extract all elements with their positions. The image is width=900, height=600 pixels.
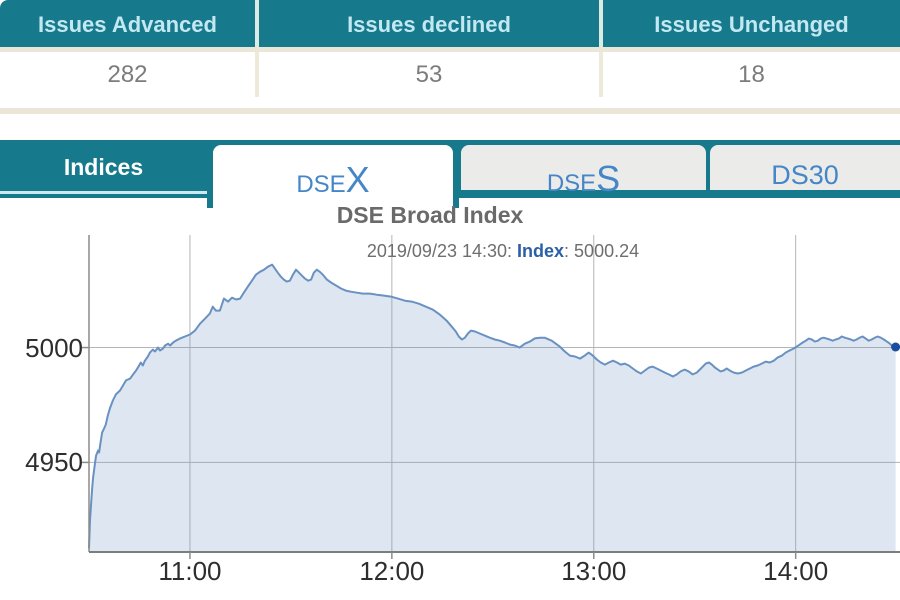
x-axis-label: 13:00 bbox=[561, 556, 627, 586]
tab-dsex-label-big: X bbox=[345, 159, 370, 200]
tab-ds30-label: DS30 bbox=[771, 160, 839, 190]
last-point-dot bbox=[891, 342, 900, 352]
subtitle-separator: : bbox=[564, 241, 575, 261]
index-line bbox=[88, 263, 896, 549]
issues-declined-value: 53 bbox=[259, 52, 603, 97]
issues-declined-header: Issues declined bbox=[259, 0, 603, 47]
issues-advanced-value: 282 bbox=[0, 52, 259, 97]
tab-dses-label-big: S bbox=[596, 158, 621, 199]
y-axis-label: 4950 bbox=[25, 447, 83, 478]
tab-dses-label-small: DSE bbox=[546, 170, 597, 197]
issues-unchanged-value: 18 bbox=[738, 61, 765, 88]
x-axis-label: 14:00 bbox=[763, 556, 829, 586]
dsex-index-chart: DSE Broad Index 2019/09/23 14:30: Index:… bbox=[0, 198, 900, 600]
issues-unchanged-header: Issues Unchanged bbox=[654, 12, 849, 37]
subtitle-index-value: 5000.24 bbox=[574, 241, 640, 261]
issues-advanced-header: Issues Advanced bbox=[0, 0, 259, 47]
subtitle-datetime: 2019/09/23 14:30: bbox=[366, 241, 518, 261]
issues-table-value-row: 282 53 18 bbox=[0, 47, 900, 114]
chart-subtitle: 2019/09/23 14:30: Index: 5000.24 bbox=[367, 241, 639, 262]
tab-ds30[interactable]: DS30 bbox=[710, 145, 900, 198]
tab-dsex-left-border bbox=[207, 145, 213, 208]
indices-panel-label: Indices bbox=[63, 154, 144, 180]
x-axis-label: 11:00 bbox=[158, 556, 222, 586]
index-area-plot bbox=[82, 235, 900, 559]
y-axis-label: 5000 bbox=[25, 332, 83, 363]
tab-dsex-label-small: DSE bbox=[296, 171, 346, 198]
x-axis-label: 12:00 bbox=[359, 556, 425, 586]
subtitle-index-label: Index bbox=[517, 241, 565, 261]
tab-dsex[interactable]: DSE X bbox=[213, 145, 453, 200]
tab-dses[interactable]: DSE S bbox=[461, 145, 706, 199]
tab-dsex-right-border bbox=[453, 145, 459, 208]
area-fill bbox=[89, 264, 896, 552]
issues-table-header-row: Issues Advanced Issues declined Issues U… bbox=[0, 0, 900, 47]
chart-title: DSE Broad Index bbox=[336, 202, 524, 228]
indices-underline bbox=[0, 191, 207, 194]
